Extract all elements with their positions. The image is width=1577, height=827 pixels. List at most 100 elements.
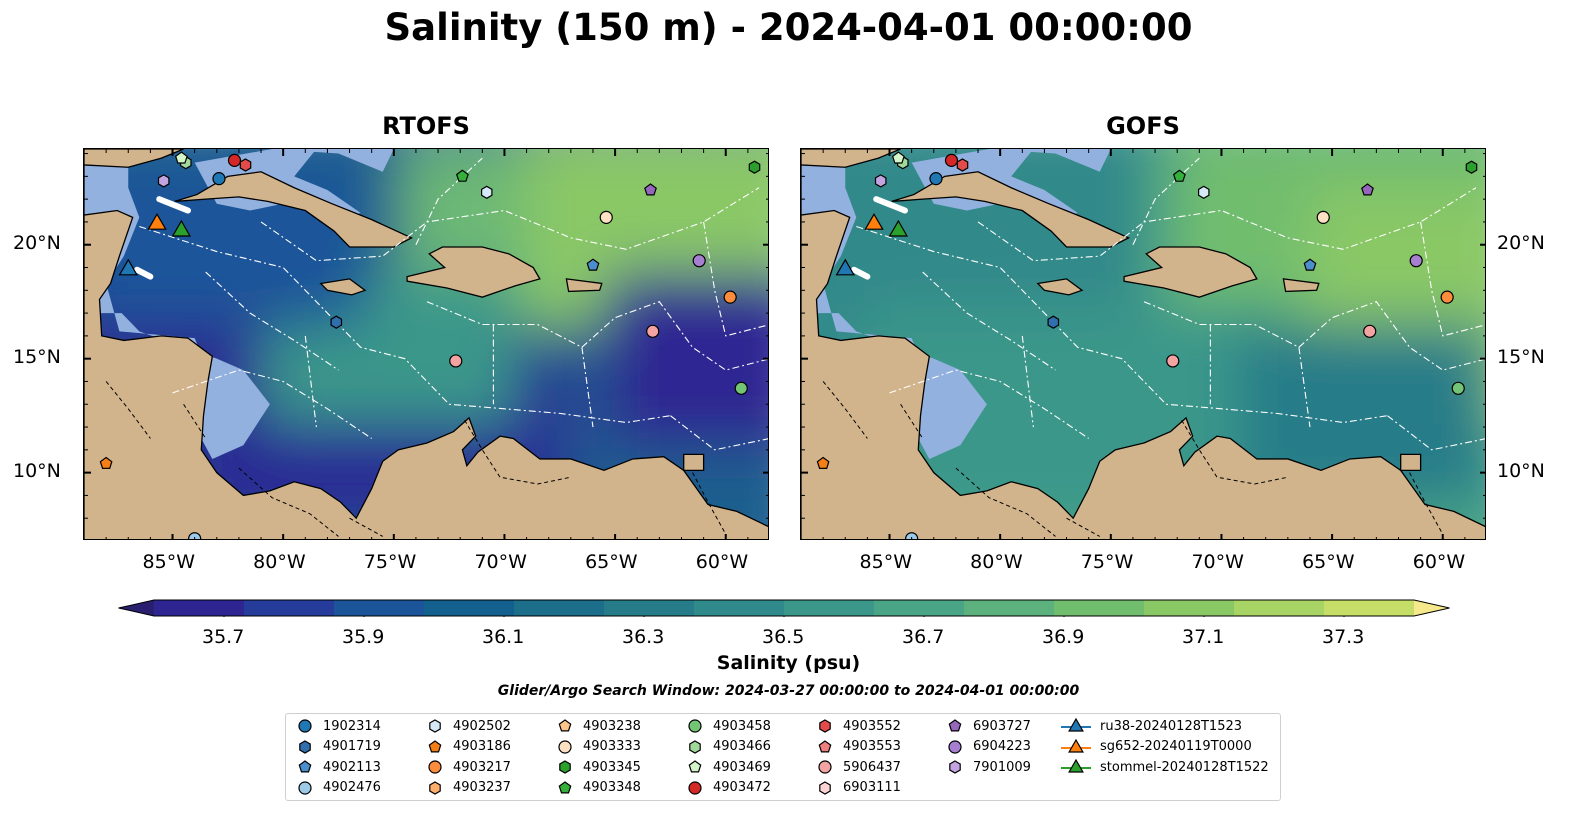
lon-tick-label: 65°W: [585, 551, 638, 573]
land: [84, 149, 768, 539]
observation-marker: [174, 151, 188, 164]
lon-tick-label: 65°W: [1302, 551, 1355, 573]
observation-marker: [330, 315, 343, 329]
axis-ticks: [84, 149, 768, 539]
observation-marker: [188, 532, 202, 539]
land: [406, 246, 541, 298]
colorbar-segment: [424, 600, 515, 616]
legend-item: 1902314: [296, 717, 381, 735]
legend-marker: [949, 760, 961, 774]
land: [319, 278, 367, 296]
salinity-field: [84, 149, 768, 539]
lat-tick-label-left: 10°N: [13, 459, 61, 482]
legend-item: 4903348: [556, 779, 641, 797]
eez-boundary: [426, 301, 768, 371]
colorbar-segment: [334, 600, 425, 616]
legend-item: 4903237: [426, 779, 511, 797]
eez-boundary: [260, 187, 760, 262]
observation-marker: [874, 174, 887, 188]
gofs-salinity-map: [800, 148, 1486, 540]
observation-marker: [481, 185, 493, 199]
legend-label: 4903458: [713, 718, 771, 734]
legend-marker: [299, 739, 311, 754]
legend-marker: [948, 739, 962, 754]
legend-label: 4903472: [713, 780, 771, 795]
eez-boundary: [205, 271, 339, 371]
observation-marker: [1440, 290, 1454, 304]
observation-marker: [734, 381, 748, 395]
border-line: [955, 467, 1056, 537]
land: [801, 149, 901, 168]
legend-item: 4902113: [296, 758, 381, 776]
eez-boundary: [1021, 335, 1034, 428]
legend-label: 5906437: [843, 759, 901, 775]
shelf-area: [801, 149, 987, 459]
observation-marker: [157, 174, 170, 188]
land: [683, 453, 705, 471]
legend-marker: [429, 719, 441, 733]
glider-track: [156, 196, 192, 214]
legend-item: sg652-20240119T0000: [1061, 738, 1252, 756]
observation-marker: [646, 324, 660, 338]
observation-marker: [147, 212, 167, 230]
shelf-area: [272, 149, 394, 172]
lat-tick-label-right: 10°N: [1497, 459, 1545, 482]
observation-marker: [455, 169, 469, 182]
legend-label: 4903333: [583, 739, 641, 754]
colorbar-segment: [694, 600, 785, 616]
observation-marker: [1465, 160, 1478, 174]
observation-marker: [1316, 210, 1330, 224]
eez-boundary: [304, 335, 317, 428]
legend-item: 4903238: [556, 717, 641, 735]
legend-label: 4903553: [843, 739, 901, 754]
colorbar-tick-label: 36.3: [622, 626, 665, 648]
legend-label: 4903345: [583, 759, 641, 775]
colorbar-segment: [604, 600, 695, 616]
legend-marker: [818, 739, 832, 752]
legend-label: 4902476: [323, 780, 381, 795]
observation-marker: [1166, 354, 1180, 368]
legend-label: 4903237: [453, 780, 511, 795]
lon-tick-label: 70°W: [1191, 551, 1244, 573]
colorbar-segment: [964, 600, 1055, 616]
legend-item: 5906437: [816, 758, 901, 776]
legend-marker: [688, 780, 702, 795]
observation-marker: [888, 219, 909, 237]
legend-item: 4903552: [816, 717, 901, 735]
legend-marker: [558, 780, 572, 793]
eez-boundary: [922, 271, 1056, 371]
border-line: [692, 472, 727, 535]
panel-title-rtofs: RTOFS: [382, 112, 470, 140]
border-line: [1181, 419, 1288, 485]
legend-item: 4903458: [686, 717, 771, 735]
legend-marker: [298, 780, 312, 795]
legend-marker: [428, 739, 442, 752]
salinity-colorbar: [118, 599, 1450, 617]
lon-tick-label: 60°W: [1412, 551, 1466, 573]
legend-item: 4903472: [686, 779, 771, 797]
border-line: [822, 381, 868, 439]
observation-marker: [1363, 324, 1377, 338]
legend-item: 4902502: [426, 717, 511, 735]
glider-track: [851, 266, 871, 280]
legend-label: ru38-20240128T1523: [1100, 718, 1243, 734]
legend-marker: [818, 760, 832, 774]
legend-label: 4902113: [323, 759, 381, 775]
observation-marker: [171, 219, 192, 237]
legend-item: 6903727: [946, 717, 1031, 735]
eez-boundary: [856, 225, 1388, 424]
legend-marker: [429, 780, 441, 795]
observation-marker: [1303, 258, 1317, 271]
legend-marker: [819, 780, 831, 795]
eez-boundary: [703, 221, 768, 337]
legend: 1902314 4901719 4902113 4902476 4902502 49031…: [285, 713, 1281, 801]
observation-marker: [905, 532, 919, 539]
legend-item: ru38-20240128T1523: [1061, 717, 1242, 735]
observation-marker: [929, 172, 943, 186]
legend-marker: [558, 739, 572, 754]
rtofs-salinity-map: [83, 148, 769, 540]
colorbar-tick-label: 36.7: [902, 626, 945, 648]
legend-label: 4903552: [843, 718, 901, 734]
observation-marker: [692, 254, 706, 268]
observation-marker: [212, 172, 226, 186]
